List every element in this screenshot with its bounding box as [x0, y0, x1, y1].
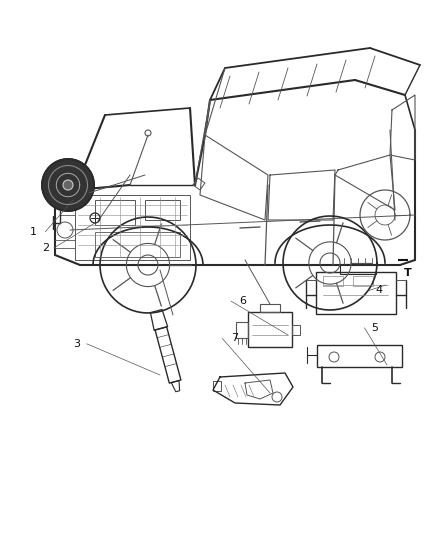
Text: 6: 6: [240, 296, 247, 306]
Text: 1: 1: [29, 227, 36, 237]
Bar: [75, 195, 190, 260]
Bar: [317, 345, 402, 367]
Text: 4: 4: [375, 286, 382, 295]
Bar: [340, 264, 376, 274]
Bar: [95, 200, 135, 225]
Bar: [260, 304, 280, 312]
Text: T: T: [403, 269, 411, 278]
Bar: [145, 200, 180, 220]
Circle shape: [63, 180, 73, 190]
Bar: [213, 381, 221, 391]
Bar: [323, 276, 343, 286]
Text: 3: 3: [73, 339, 80, 349]
Bar: [248, 312, 292, 347]
Circle shape: [42, 159, 94, 211]
Text: 7: 7: [231, 334, 238, 343]
Bar: [316, 272, 396, 314]
Bar: [353, 276, 373, 286]
Bar: [95, 232, 180, 257]
Text: 2: 2: [42, 243, 49, 253]
Bar: [236, 322, 248, 338]
Text: 5: 5: [371, 323, 378, 333]
Bar: [292, 325, 300, 335]
